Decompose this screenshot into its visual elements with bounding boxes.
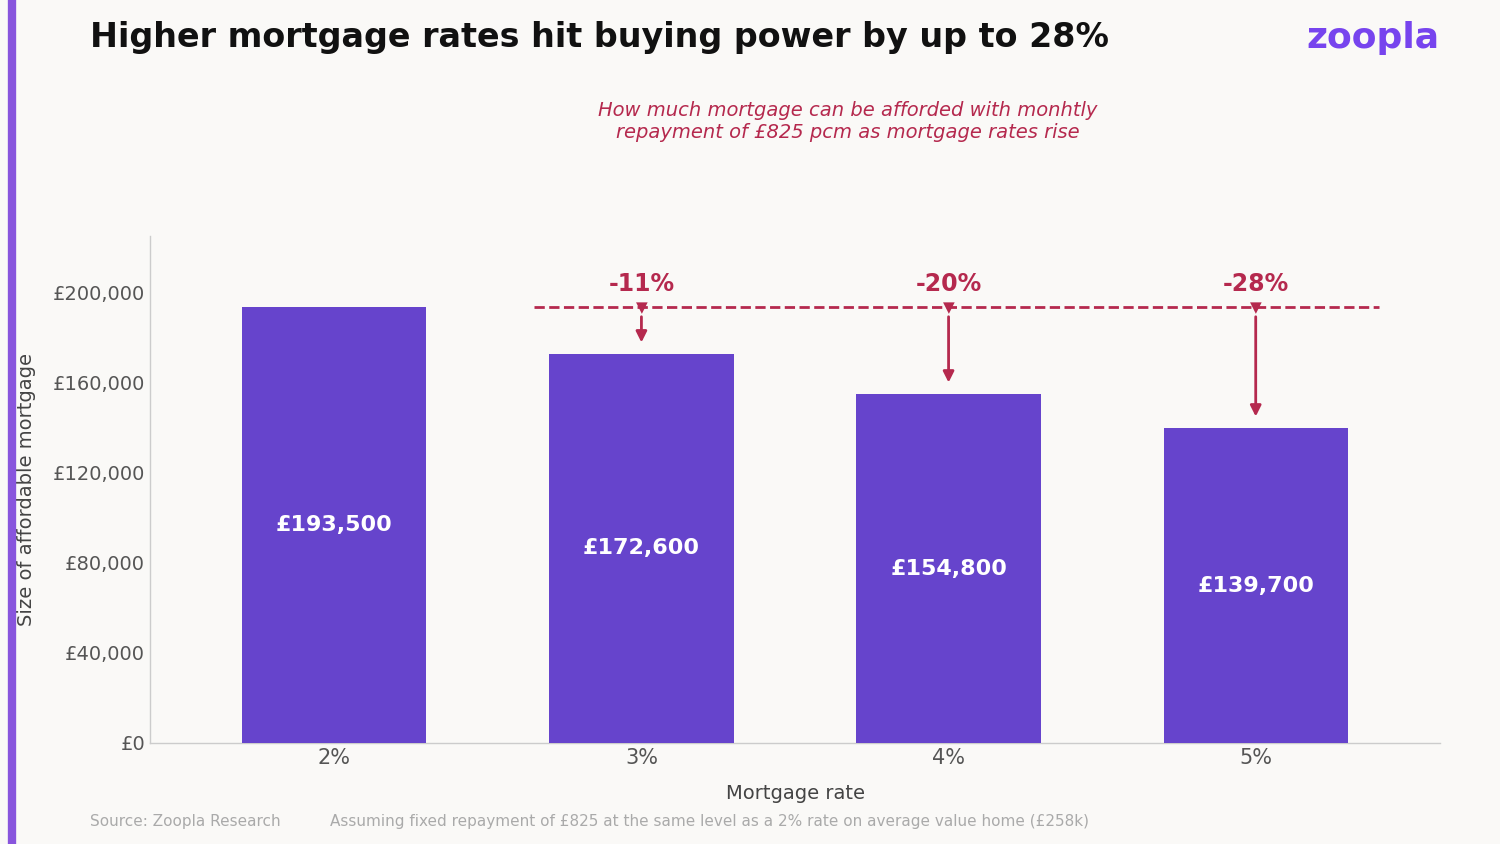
Text: zoopla: zoopla [1306,21,1440,55]
Text: £193,500: £193,500 [276,515,393,535]
Text: Source: Zoopla Research: Source: Zoopla Research [90,814,280,829]
Y-axis label: Size of affordable mortgage: Size of affordable mortgage [16,353,36,626]
Bar [242,307,426,743]
Bar [1164,428,1348,743]
Text: £172,600: £172,600 [584,538,700,559]
Bar [549,354,734,743]
X-axis label: Mortgage rate: Mortgage rate [726,784,864,803]
Text: ▼: ▼ [942,300,954,316]
Text: ▼: ▼ [1250,300,1262,316]
Text: -28%: -28% [1222,272,1288,296]
Text: Higher mortgage rates hit buying power by up to 28%: Higher mortgage rates hit buying power b… [90,21,1108,54]
Text: How much mortgage can be afforded with monhtly
repayment of £825 pcm as mortgage: How much mortgage can be afforded with m… [598,101,1096,143]
Bar [856,394,1041,743]
Text: £154,800: £154,800 [890,559,1007,578]
Text: -11%: -11% [609,272,675,296]
Text: ▼: ▼ [636,300,648,316]
Text: Assuming fixed repayment of £825 at the same level as a 2% rate on average value: Assuming fixed repayment of £825 at the … [330,814,1089,829]
Text: £139,700: £139,700 [1197,576,1314,596]
Text: -20%: -20% [915,272,981,296]
